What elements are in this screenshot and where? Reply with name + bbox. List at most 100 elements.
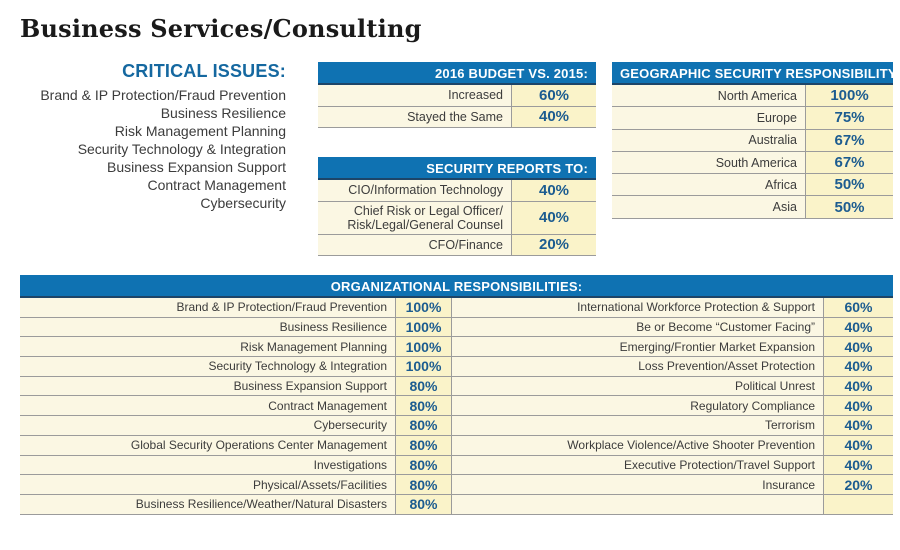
row-value: 20% [823, 475, 893, 494]
row-label: Cybersecurity [313, 418, 387, 433]
row-value: 20% [511, 234, 596, 255]
table-row: Be or Become “Customer Facing” 40% [452, 317, 893, 338]
table-row: Chief Risk or Legal Officer/ Risk/Legal/… [318, 201, 596, 235]
table-row: North America 100% [612, 85, 893, 108]
organizational-table-body: Brand & IP Protection/Fraud Prevention 10… [20, 298, 893, 515]
table-row: Business Resilience/Weather/Natural Disa… [20, 494, 451, 515]
row-label: Investigations [313, 457, 387, 472]
row-label: Australia [748, 133, 797, 148]
row-label: Emerging/Frontier Market Expansion [619, 339, 815, 354]
row-value: 80% [395, 376, 451, 396]
row-label [452, 495, 823, 514]
table-row: Business Expansion Support 80% [20, 376, 451, 397]
row-label: Be or Become “Customer Facing” [636, 320, 815, 335]
row-value: 80% [395, 455, 451, 475]
row-label: Europe [756, 110, 797, 125]
row-label: South America [715, 155, 797, 170]
row-label: Business Resilience/Weather/Natural Disa… [135, 497, 387, 512]
table-row: Terrorism 40% [452, 416, 893, 436]
budget-table-body: Increased 60% Stayed the Same 40% [318, 85, 596, 128]
row-value: 100% [395, 337, 451, 357]
row-value: 40% [823, 435, 893, 455]
row-label: Insurance [762, 477, 815, 492]
row-label: Global Security Operations Center Manage… [130, 438, 387, 453]
row-label: Business Resilience [279, 320, 387, 335]
critical-issue-item: Business Expansion Support [107, 159, 286, 175]
budget-table: 2016 BUDGET VS. 2015: Increased 60% Stayed… [318, 62, 596, 128]
table-row: Africa 50% [612, 174, 893, 197]
row-label: CFO/Finance [428, 237, 503, 252]
row-value: 80% [395, 416, 451, 435]
geographic-table-header: GEOGRAPHIC SECURITY RESPONSIBILITY: [612, 62, 900, 85]
critical-issue-item: Business Resilience [160, 105, 286, 121]
row-value: 100% [805, 85, 893, 107]
critical-issues-panel: CRITICAL ISSUES: Brand & IP Protection/F… [0, 61, 286, 212]
row-label: International Workforce Protection & Sup… [577, 300, 815, 315]
table-row: Security Technology & Integration 100% [20, 357, 451, 377]
table-row: Brand & IP Protection/Fraud Prevention 10… [20, 298, 451, 318]
row-value: 67% [805, 129, 893, 151]
table-row: Workplace Violence/Active Shooter Preven… [452, 435, 893, 456]
row-value: 67% [805, 151, 893, 174]
row-value: 50% [805, 174, 893, 196]
row-label: Security Technology & Integration [208, 359, 387, 374]
row-label: Executive Protection/Travel Support [624, 457, 815, 472]
row-label: Terrorism [765, 418, 815, 433]
budget-table-header: 2016 BUDGET VS. 2015: [318, 62, 596, 85]
row-value: 50% [805, 196, 893, 218]
row-value: 100% [395, 317, 451, 337]
table-row: Insurance 20% [452, 475, 893, 495]
critical-issue-item: Cybersecurity [200, 195, 286, 211]
security-reports-table-body: CIO/Information Technology 40% Chief Risk … [318, 180, 596, 256]
row-value: 40% [511, 180, 596, 201]
row-value: 60% [823, 298, 893, 317]
row-value: 100% [395, 298, 451, 317]
row-value: 75% [805, 107, 893, 129]
row-label: Regulatory Compliance [690, 398, 815, 413]
critical-issue-item: Brand & IP Protection/Fraud Prevention [40, 87, 286, 103]
table-row: CFO/Finance 20% [318, 234, 596, 256]
row-label: Loss Prevention/Asset Protection [638, 359, 815, 374]
row-label: Chief Risk or Legal Officer/ Risk/Legal/… [347, 203, 503, 232]
row-value: 40% [511, 106, 596, 127]
organizational-table-header: ORGANIZATIONAL RESPONSIBILITIES: [20, 275, 893, 298]
row-label: Contract Management [268, 398, 387, 413]
row-value: 80% [395, 396, 451, 416]
geographic-table-body: North America 100% Europe 75% Australia 67% So… [612, 85, 893, 219]
table-row: South America 67% [612, 151, 893, 175]
row-value: 40% [823, 455, 893, 475]
row-value: 40% [823, 337, 893, 357]
table-row: Global Security Operations Center Manage… [20, 435, 451, 456]
organizational-table-left-column: Brand & IP Protection/Fraud Prevention 10… [20, 298, 451, 515]
row-label: Stayed the Same [407, 109, 503, 124]
row-label: Workplace Violence/Active Shooter Preven… [567, 438, 815, 453]
table-row: Stayed the Same 40% [318, 106, 596, 128]
geographic-table: GEOGRAPHIC SECURITY RESPONSIBILITY: Nort… [612, 62, 900, 219]
row-value: 80% [395, 435, 451, 455]
organizational-table: ORGANIZATIONAL RESPONSIBILITIES: Brand &… [20, 275, 893, 515]
row-value: 40% [823, 396, 893, 416]
critical-issues-list: Brand & IP Protection/Fraud Prevention Bu… [0, 86, 286, 212]
row-label: Political Unrest [734, 379, 815, 394]
page-title: Business Services/Consulting [20, 14, 422, 43]
security-reports-table: SECURITY REPORTS TO: CIO/Information Tec… [318, 157, 596, 256]
row-label: Physical/Assets/Facilities [252, 477, 387, 492]
table-row: Europe 75% [612, 107, 893, 130]
table-row: Contract Management 80% [20, 396, 451, 417]
row-value: 40% [823, 376, 893, 396]
row-label: Brand & IP Protection/Fraud Prevention [176, 300, 387, 315]
row-value: 40% [823, 357, 893, 376]
table-row: Regulatory Compliance 40% [452, 396, 893, 417]
row-label: Risk Management Planning [240, 339, 387, 354]
table-row: Cybersecurity 80% [20, 416, 451, 436]
table-row: Risk Management Planning 100% [20, 337, 451, 358]
row-value: 60% [511, 85, 596, 106]
critical-issue-item: Risk Management Planning [114, 123, 286, 139]
critical-issues-heading: CRITICAL ISSUES: [122, 61, 286, 81]
row-value: 100% [395, 357, 451, 376]
table-row: Investigations 80% [20, 455, 451, 476]
row-value: 40% [823, 416, 893, 435]
table-row: Executive Protection/Travel Support 40% [452, 455, 893, 476]
table-row: Increased 60% [318, 85, 596, 107]
row-label: Asia [772, 200, 797, 215]
